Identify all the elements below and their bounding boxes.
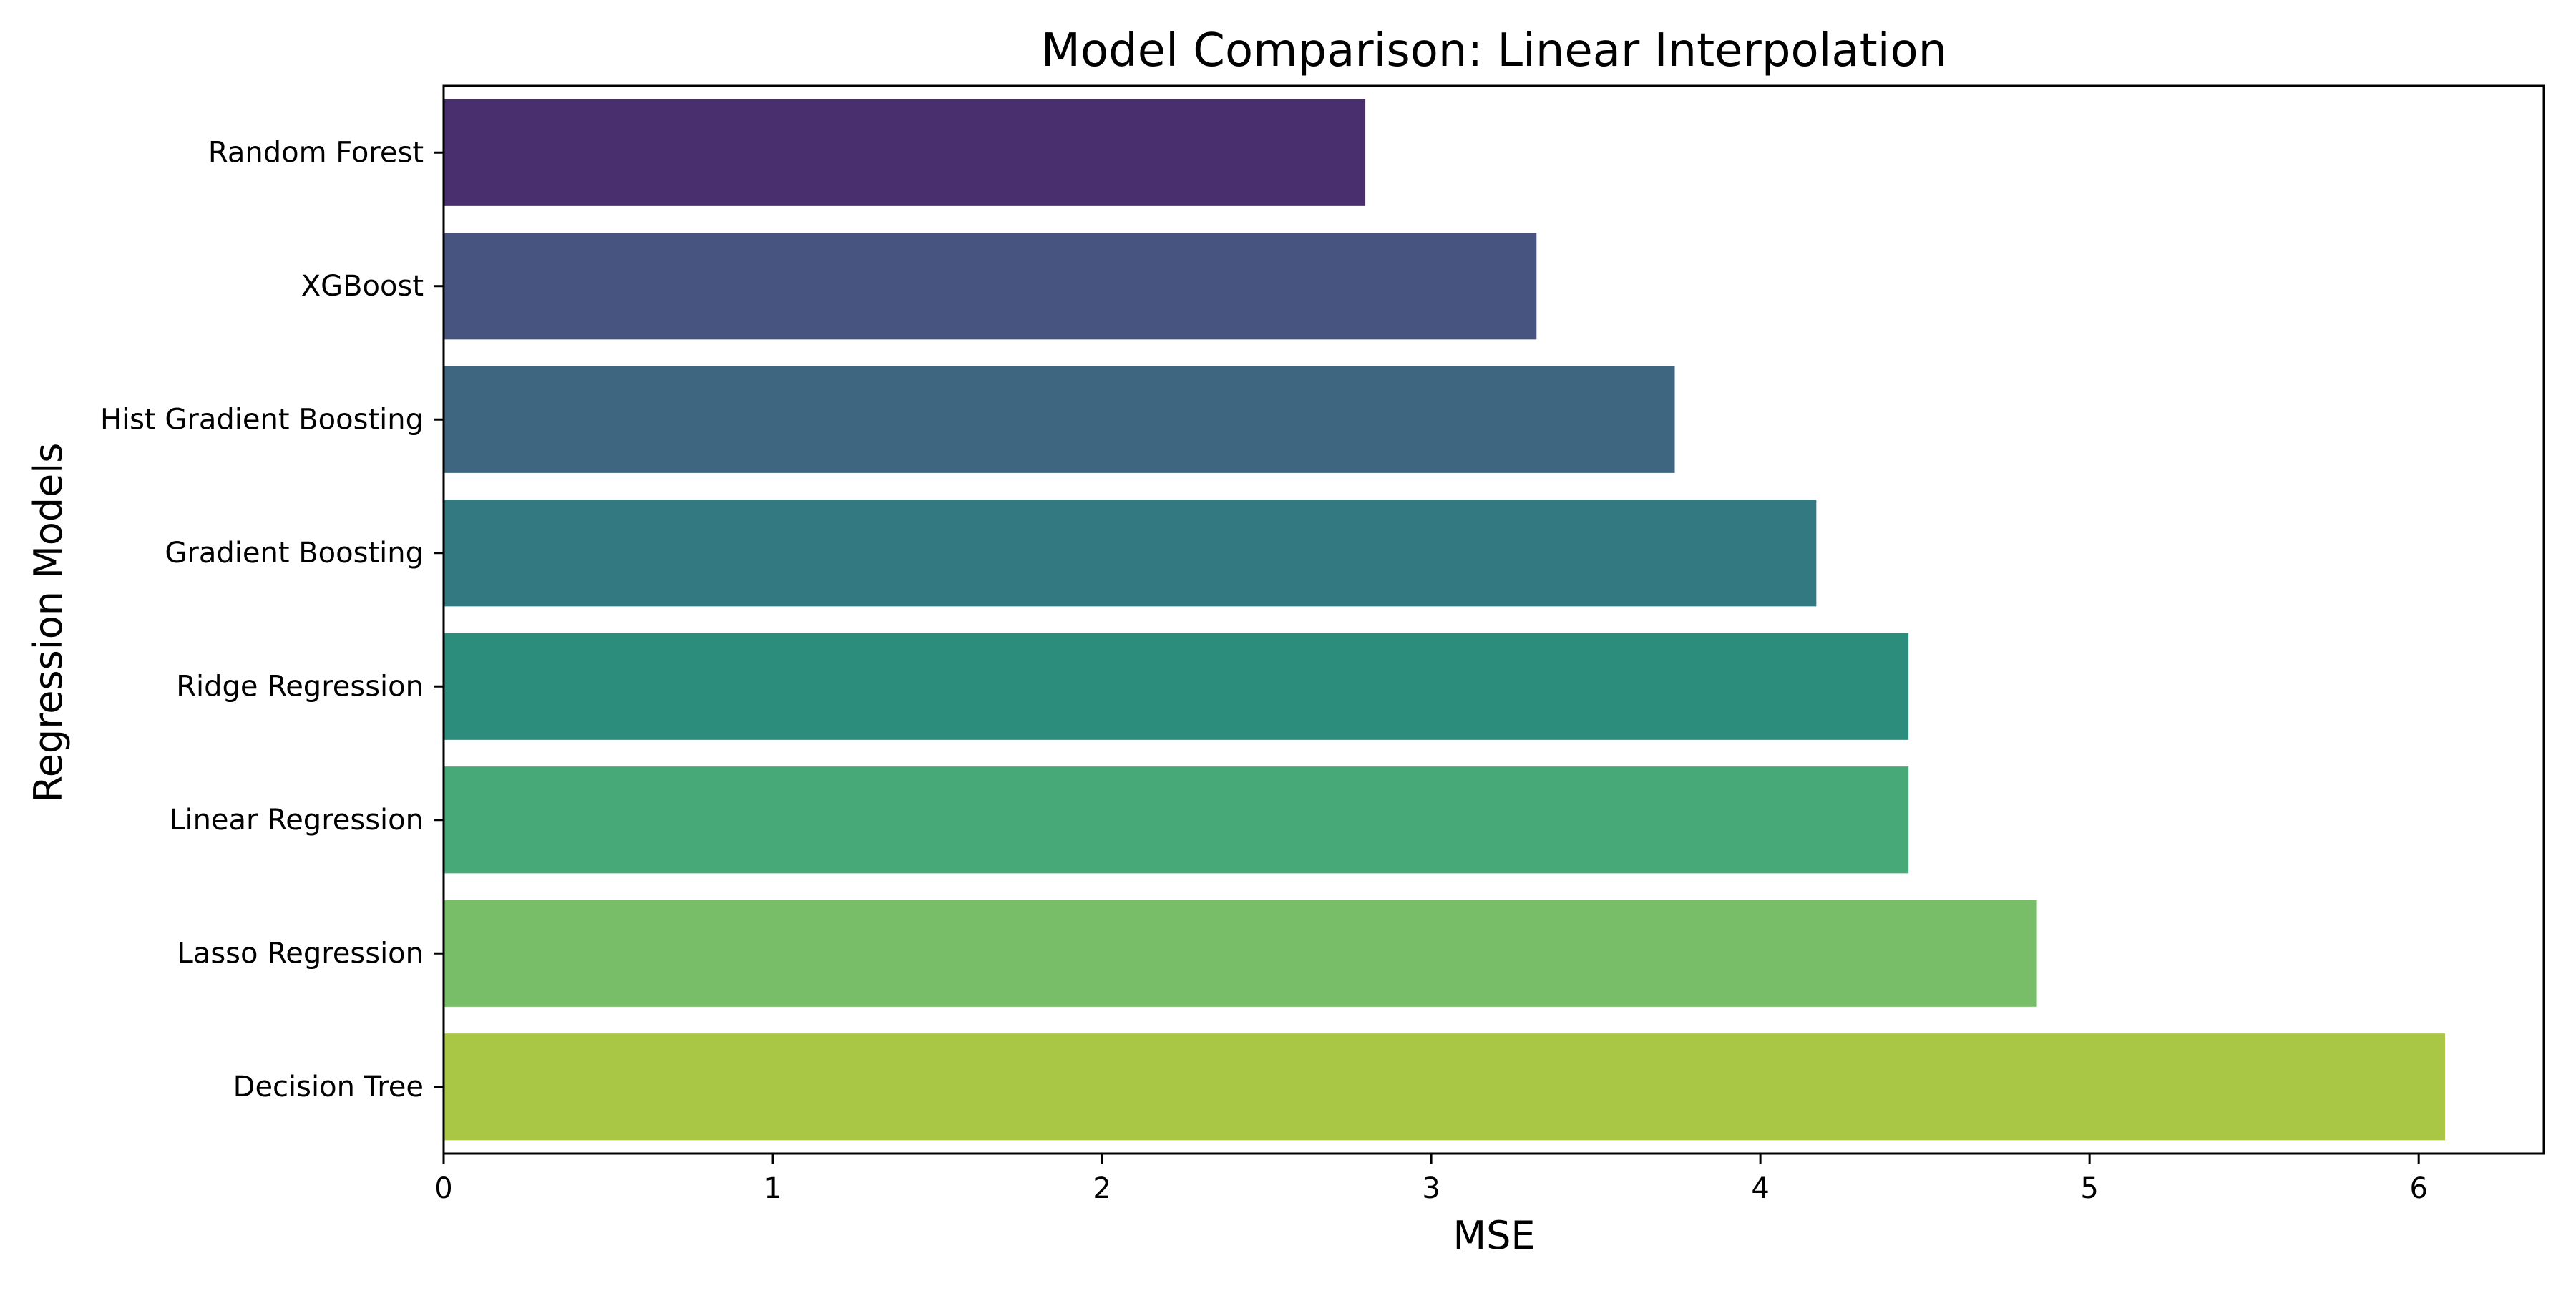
x-tick-labels: 0 1 2 3 4 5 6 <box>434 1154 2428 1205</box>
y-tick-label: Ridge Regression <box>176 670 424 703</box>
bar-linear-regression <box>444 766 1909 874</box>
y-axis-label: Regression Models <box>26 443 71 803</box>
bars-layer <box>444 99 2445 1141</box>
y-tick-label: Random Forest <box>208 136 424 169</box>
x-tick-label: 3 <box>1422 1172 1440 1205</box>
x-tick-label: 4 <box>1751 1172 1769 1205</box>
x-tick-label: 5 <box>2080 1172 2098 1205</box>
x-tick-label: 0 <box>434 1172 452 1205</box>
bar-hist-gradient-boosting <box>444 366 1675 473</box>
bar-ridge-regression <box>444 633 1909 740</box>
x-tick-label: 6 <box>2409 1172 2427 1205</box>
bar-xgboost <box>444 233 1537 340</box>
bar-gradient-boosting <box>444 500 1817 607</box>
bar-decision-tree <box>444 1033 2445 1141</box>
y-tick-label: XGBoost <box>301 270 424 303</box>
y-tick-label: Hist Gradient Boosting <box>100 403 424 436</box>
x-tick-label: 2 <box>1093 1172 1111 1205</box>
plot-frame <box>442 84 2545 1155</box>
x-tick-label: 1 <box>763 1172 781 1205</box>
y-tick-label: Linear Regression <box>169 804 424 837</box>
chart-title: Model Comparison: Linear Interpolation <box>1041 24 1947 77</box>
y-tick-label: Decision Tree <box>233 1071 424 1104</box>
y-tick-label: Lasso Regression <box>177 937 424 970</box>
y-tick-labels: Random Forest XGBoost Hist Gradient Boosti… <box>100 136 444 1104</box>
bar-random-forest <box>444 99 1366 206</box>
y-tick-label: Gradient Boosting <box>165 537 424 570</box>
bar-lasso-regression <box>444 900 2037 1007</box>
x-axis-label: MSE <box>1453 1213 1536 1258</box>
